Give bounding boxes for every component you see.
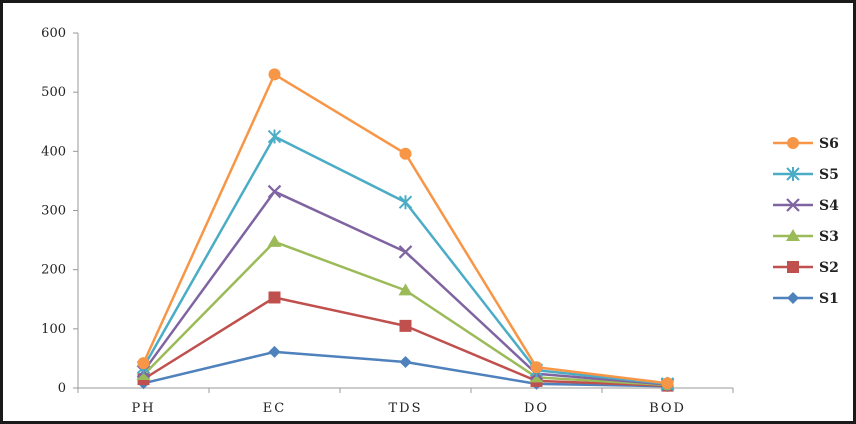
data-point-s6 <box>137 357 150 370</box>
legend-marker <box>786 198 800 212</box>
data-point-s3 <box>267 234 282 247</box>
x-tick-label: BOD <box>649 401 686 416</box>
legend-label: S4 <box>819 198 839 214</box>
legend-item-s4: S4 <box>773 198 839 214</box>
x-tick-label: EC <box>263 401 286 416</box>
chart-axes <box>77 33 733 389</box>
data-point-s4 <box>398 245 413 259</box>
y-tick-label: 300 <box>41 204 66 219</box>
data-point-s6 <box>399 147 412 160</box>
legend-label: S5 <box>819 167 839 183</box>
legend-label: S1 <box>819 291 839 307</box>
x-tick-label: PH <box>131 401 155 416</box>
chart-series <box>136 68 675 393</box>
y-tick-label: 500 <box>41 85 66 100</box>
legend-marker <box>786 167 800 181</box>
legend-item-s3: S3 <box>773 229 839 245</box>
x-axis-ticks: PH EC TDS DO BOD <box>77 388 734 416</box>
data-point-s1 <box>399 355 412 368</box>
series-line-s5 <box>142 135 668 386</box>
data-point-s6 <box>530 361 543 374</box>
y-axis-ticks: 0 100 200 300 400 500 600 <box>41 26 78 396</box>
series-s3 <box>136 234 675 391</box>
legend-marker <box>787 292 799 304</box>
data-point-s5 <box>267 129 282 144</box>
data-point-s6 <box>268 68 281 81</box>
x-tick-label: DO <box>524 401 549 416</box>
data-point-s6 <box>661 377 674 390</box>
y-tick-label: 400 <box>41 144 66 159</box>
y-tick-label: 0 <box>58 381 66 396</box>
legend-item-s1: S1 <box>773 291 839 307</box>
data-point-s3 <box>398 283 413 296</box>
series-s6 <box>137 68 674 390</box>
legend-label: S6 <box>819 136 839 152</box>
x-tick-label: TDS <box>389 401 423 416</box>
legend-item-s2: S2 <box>773 260 839 276</box>
y-tick-label: 100 <box>41 322 66 337</box>
legend-label: S3 <box>819 229 839 245</box>
chart-legend: S6 S5 S4 S3 S2 S1 <box>773 136 839 307</box>
legend-marker <box>786 229 800 241</box>
series-s5 <box>136 129 675 391</box>
legend-label: S2 <box>819 260 839 276</box>
data-point-s2 <box>399 319 412 332</box>
series-s1 <box>137 345 674 393</box>
series-line-s2 <box>142 296 668 387</box>
data-point-s5 <box>398 195 413 210</box>
legend-item-s5: S5 <box>773 167 839 183</box>
data-point-s2 <box>268 291 281 304</box>
data-point-s1 <box>268 345 281 358</box>
legend-item-s6: S6 <box>773 136 839 152</box>
legend-marker <box>787 261 799 273</box>
legend-marker <box>787 137 799 149</box>
data-point-s4 <box>267 184 282 199</box>
y-tick-label: 200 <box>41 263 66 278</box>
y-tick-label: 600 <box>41 26 66 41</box>
